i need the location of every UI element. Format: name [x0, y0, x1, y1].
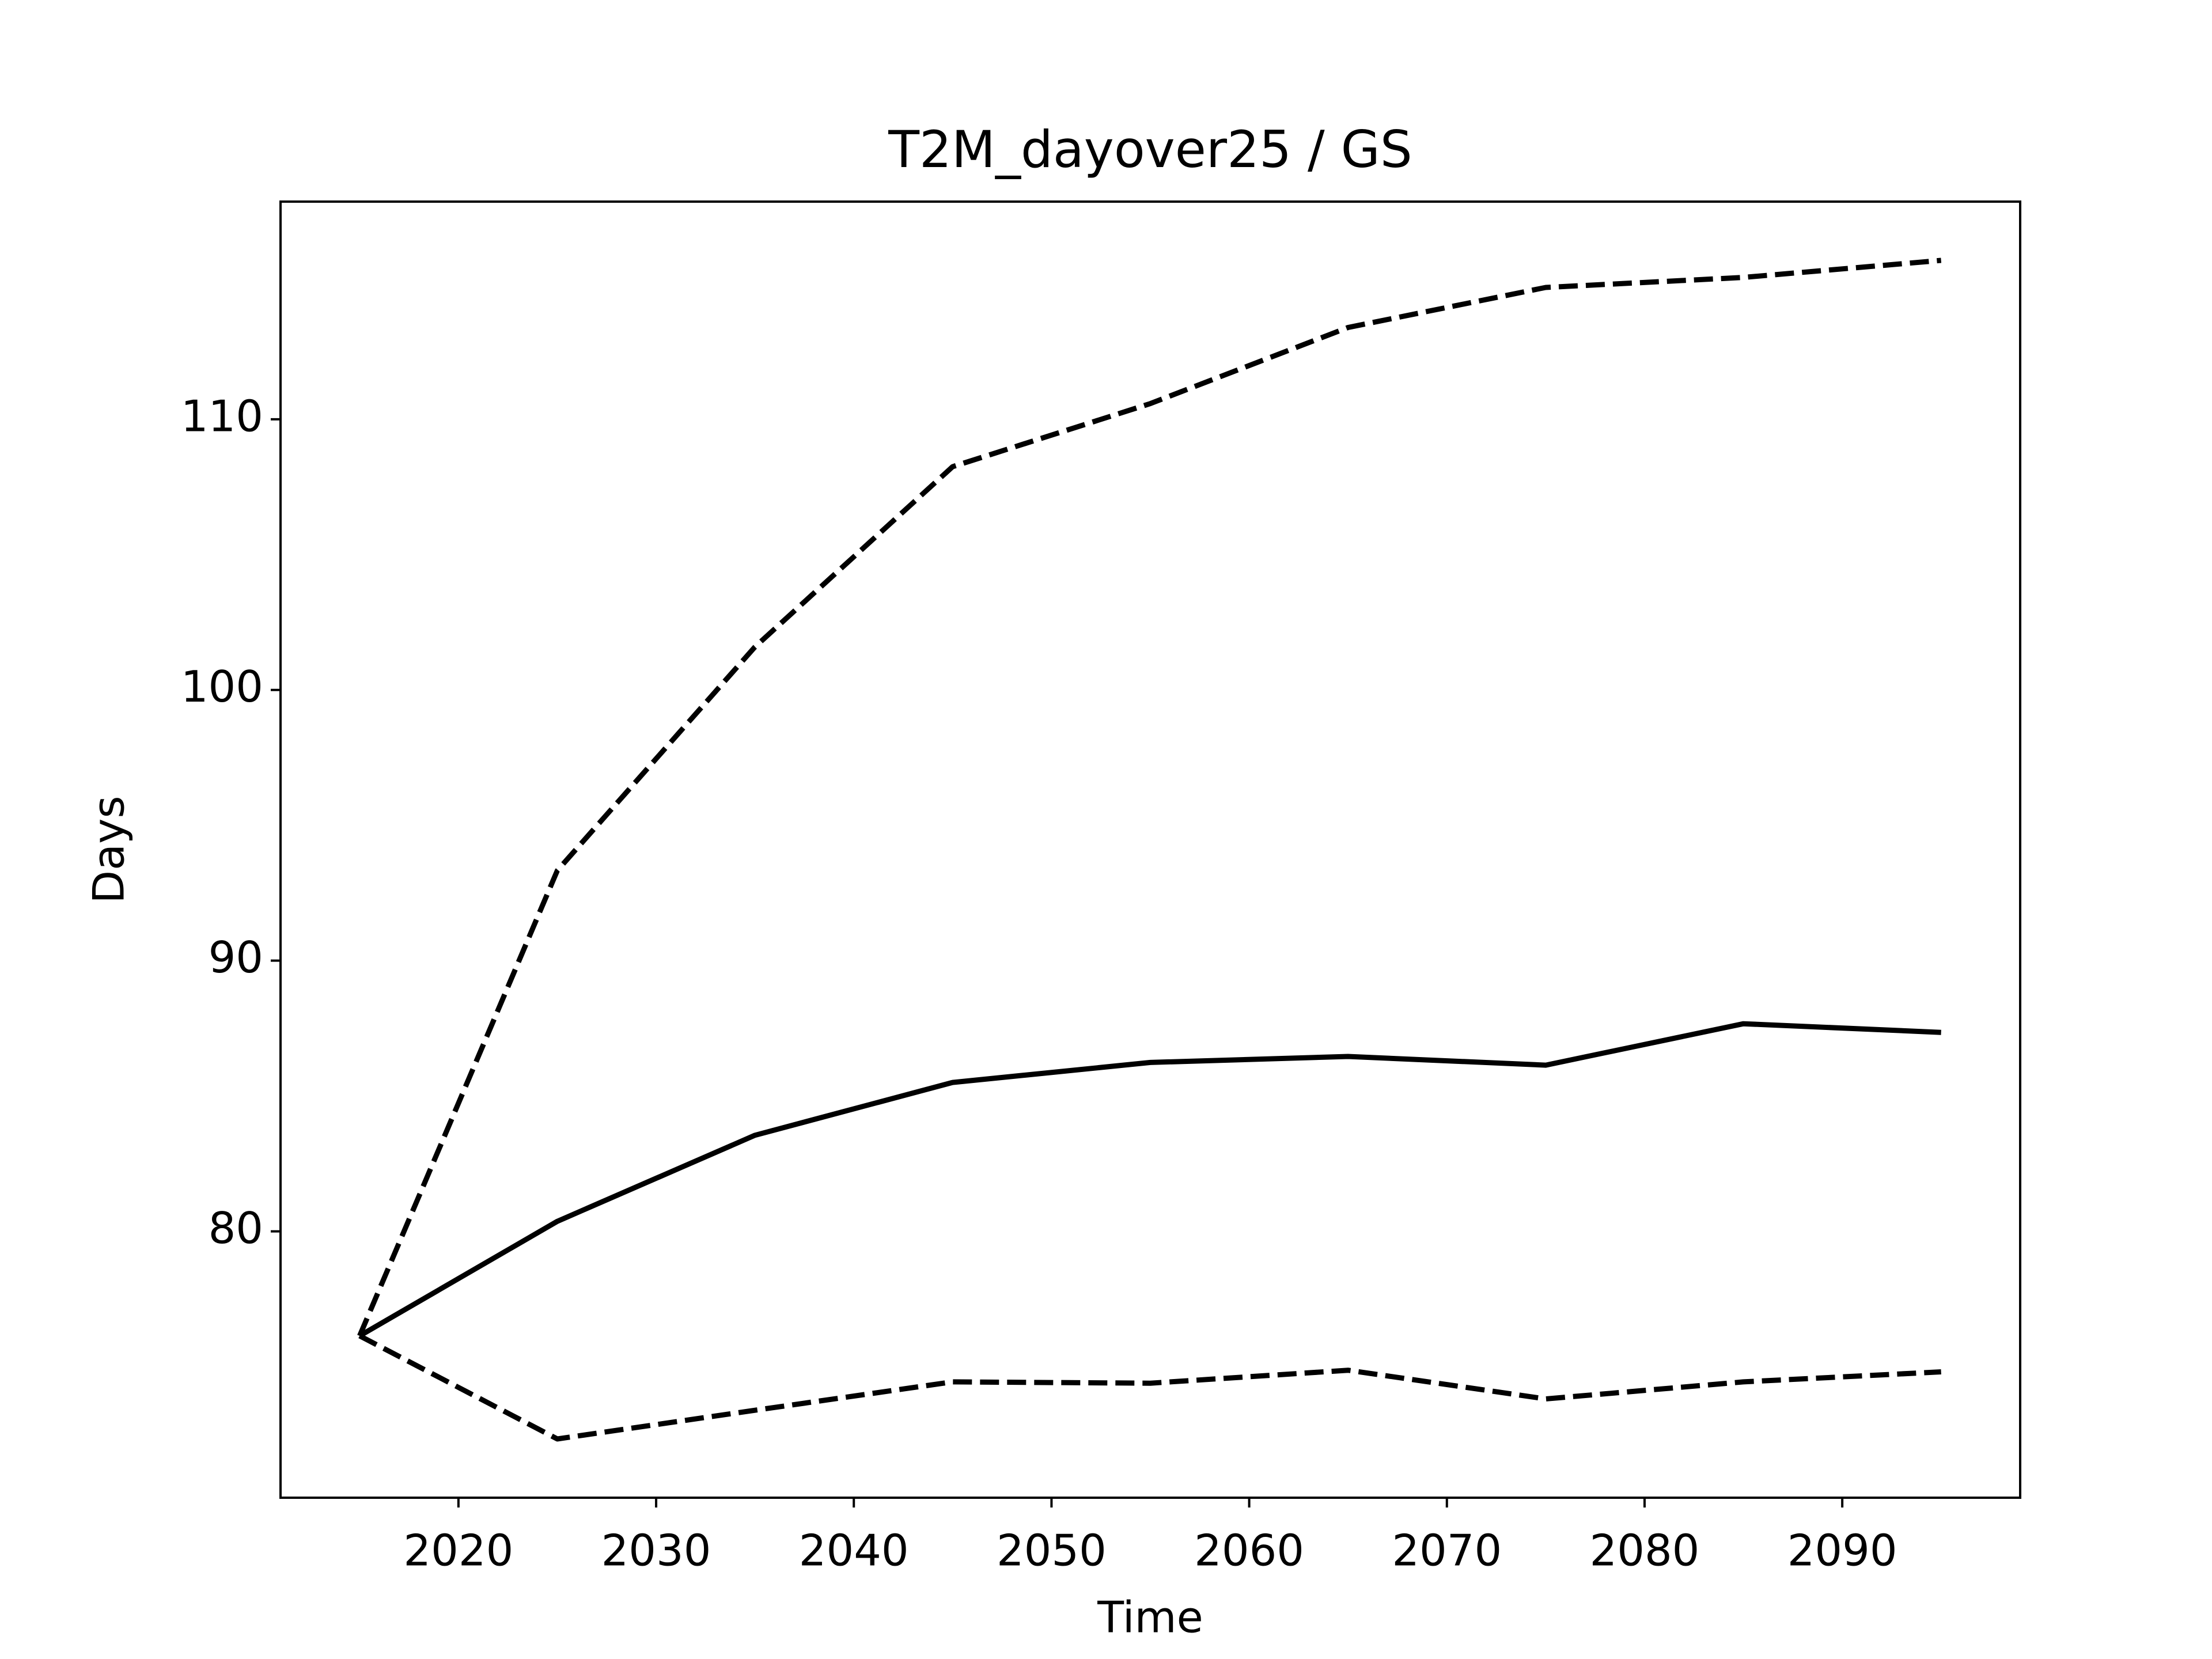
x-tick-label: 2020	[403, 1525, 513, 1576]
x-tick-label: 2070	[1392, 1525, 1502, 1576]
x-tick-label: 2050	[997, 1525, 1107, 1576]
data-line	[358, 1334, 1941, 1442]
y-tick-label: 110	[181, 391, 263, 441]
y-tick-label: 80	[209, 1203, 263, 1253]
x-tick-label: 2060	[1194, 1525, 1304, 1576]
y-tick-label: 90	[209, 932, 263, 983]
data-line	[357, 257, 1942, 1337]
plot-frame	[279, 200, 2021, 1499]
y-axis-label: Days	[84, 796, 134, 903]
x-tick-label: 2030	[601, 1525, 711, 1576]
data-line	[358, 1021, 1941, 1338]
x-tick-label: 2080	[1590, 1525, 1700, 1576]
chart-title: T2M_dayover25 / GS	[888, 120, 1412, 179]
y-tick-label: 100	[181, 661, 263, 712]
x-tick-label: 2040	[799, 1525, 909, 1576]
x-axis-label: Time	[1097, 1592, 1203, 1643]
x-tick-label: 2090	[1787, 1525, 1897, 1576]
